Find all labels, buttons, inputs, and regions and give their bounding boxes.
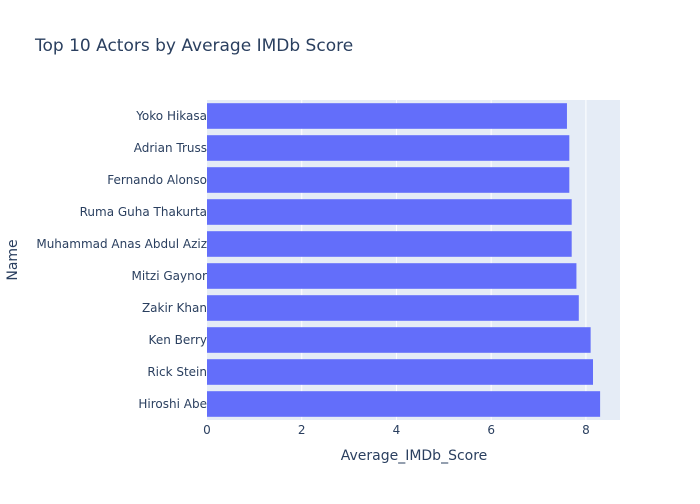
y-tick-label: Ken Berry [149,333,207,347]
x-tick-label: 2 [298,423,306,437]
bar[interactable] [207,295,579,321]
bar[interactable] [207,231,572,257]
y-tick-label: Rick Stein [147,365,207,379]
bar[interactable] [207,199,572,225]
bar[interactable] [207,391,601,417]
y-tick-label: Zakir Khan [142,301,207,315]
chart-title: Top 10 Actors by Average IMDb Score [34,36,353,56]
y-tick-label: Mitzi Gaynor [132,269,208,283]
bar[interactable] [207,359,594,385]
bars [207,103,601,417]
x-axis-title: Average_IMDb_Score [341,448,488,464]
bar[interactable] [207,263,577,289]
x-tick-labels: 0 2 4 6 8 [203,423,590,437]
x-tick-label: 4 [393,423,401,437]
y-tick-labels: Yoko Hikasa Adrian Truss Fernando Alonso Ru… [36,109,207,411]
x-tick-label: 6 [487,423,495,437]
y-tick-label: Muhammad Anas Abdul Aziz [36,237,207,251]
y-axis-title: Name [5,239,21,280]
y-tick-label: Yoko Hikasa [135,109,207,123]
y-tick-label: Adrian Truss [134,141,207,155]
bar[interactable] [207,103,567,129]
bar[interactable] [207,327,591,353]
y-tick-label: Hiroshi Abe [138,397,207,411]
y-tick-label: Ruma Guha Thakurta [80,205,207,219]
bar[interactable] [207,167,570,193]
x-tick-label: 0 [203,423,211,437]
y-tick-label: Fernando Alonso [107,173,207,187]
x-tick-label: 8 [582,423,590,437]
bar[interactable] [207,135,570,161]
